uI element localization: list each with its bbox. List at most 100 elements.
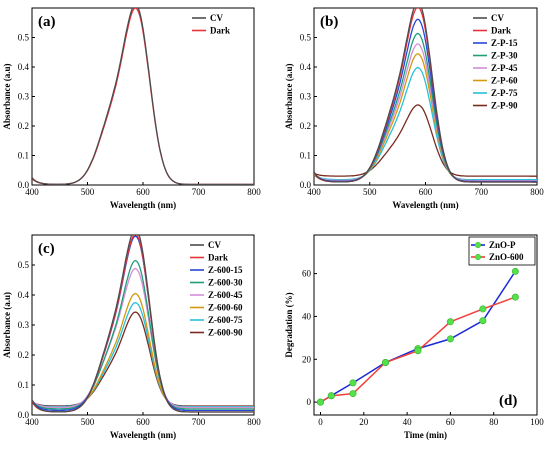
legend-label: Z-600-45 bbox=[208, 290, 243, 300]
series-line-cv bbox=[314, 8, 537, 183]
legend: CV Dark Z-600-15 Z-600-30 Z-600-45 Z-600-60 Z-… bbox=[190, 240, 243, 338]
x-tick-label: 0 bbox=[318, 417, 323, 427]
y-tick-label: 0 bbox=[307, 397, 312, 407]
data-point bbox=[414, 347, 422, 355]
series-line-z-p-90 bbox=[314, 104, 537, 177]
x-tick-label: 600 bbox=[136, 417, 150, 427]
x-tick-label: 800 bbox=[247, 417, 261, 427]
legend: ZnO-P ZnO-600 bbox=[468, 236, 536, 266]
y-tick-label: 20 bbox=[302, 354, 312, 364]
legend-label: CV bbox=[210, 13, 223, 23]
series-line-zno-600 bbox=[320, 296, 516, 403]
y-tick-label: 0.3 bbox=[18, 320, 30, 330]
series-line-z-p-45 bbox=[314, 43, 537, 182]
data-point bbox=[511, 293, 519, 301]
x-tick-label: 700 bbox=[192, 187, 206, 197]
x-axis-label: Wavelength (nm) bbox=[110, 430, 176, 440]
legend-label: Z-P-90 bbox=[491, 101, 518, 111]
legend-label: Z-P-75 bbox=[491, 88, 518, 98]
legend-label: CV bbox=[208, 240, 221, 250]
data-point bbox=[349, 390, 357, 398]
y-tick-label: 0.5 bbox=[18, 260, 30, 270]
plot-area bbox=[314, 8, 537, 183]
y-tick-label: 0.0 bbox=[18, 180, 30, 190]
y-tick-label: 0.4 bbox=[300, 62, 312, 72]
y-tick-label: 0.5 bbox=[18, 33, 30, 43]
x-tick-label: 500 bbox=[363, 187, 377, 197]
x-axis-label: Wavelength (nm) bbox=[392, 200, 458, 210]
y-axis-label: Absorbance (a.u) bbox=[284, 63, 294, 129]
panel-label: (c) bbox=[38, 241, 55, 257]
series-line-zno-p bbox=[320, 270, 516, 403]
legend-label: Z-600-15 bbox=[208, 265, 243, 275]
y-tick-label: 0.1 bbox=[18, 380, 29, 390]
legend: CV Dark bbox=[192, 13, 230, 36]
legend-label: Z-P-60 bbox=[491, 76, 518, 86]
x-tick-label: 40 bbox=[403, 417, 413, 427]
legend-box bbox=[468, 236, 536, 266]
plot-area bbox=[32, 235, 254, 413]
y-tick-label: 0.1 bbox=[300, 151, 311, 161]
x-tick-label: 700 bbox=[192, 417, 206, 427]
x-tick-label: 700 bbox=[475, 187, 489, 197]
legend-marker bbox=[474, 241, 482, 249]
series-line-cv bbox=[32, 235, 254, 413]
x-tick-label: 600 bbox=[136, 187, 150, 197]
plot-area bbox=[32, 8, 254, 185]
x-tick-label: 400 bbox=[307, 187, 321, 197]
panel-label: (b) bbox=[320, 14, 338, 30]
y-tick-label: 0.1 bbox=[18, 151, 29, 161]
series-line-z-600-90 bbox=[32, 311, 254, 407]
data-point bbox=[446, 318, 454, 326]
y-tick-label: 60 bbox=[302, 269, 312, 279]
y-tick-label: 0.3 bbox=[300, 92, 312, 102]
legend-label: Dark bbox=[208, 253, 228, 263]
legend: CV Dark Z-P-15 Z-P-30 Z-P-45 Z-P-60 Z-P-75 Z-P-… bbox=[473, 13, 518, 111]
data-point bbox=[446, 335, 454, 343]
data-point bbox=[349, 379, 357, 387]
plot-frame bbox=[313, 234, 538, 416]
series-line-z-600-45 bbox=[32, 267, 254, 409]
legend-label: Dark bbox=[210, 26, 230, 36]
x-axis-label: Wavelength (nm) bbox=[110, 200, 176, 210]
legend-label: CV bbox=[491, 13, 504, 23]
y-tick-label: 0.0 bbox=[18, 410, 30, 420]
y-axis-label: Degradation (%) bbox=[284, 292, 294, 357]
y-tick-label: 0.2 bbox=[18, 350, 29, 360]
x-tick-label: 600 bbox=[419, 187, 433, 197]
x-axis-label: Time (min) bbox=[404, 430, 447, 440]
panel-label: (d) bbox=[499, 393, 517, 409]
y-tick-label: 0.3 bbox=[18, 92, 30, 102]
x-tick-label: 100 bbox=[530, 417, 544, 427]
data-point bbox=[327, 392, 335, 400]
data-point bbox=[479, 317, 487, 325]
panel-label: (a) bbox=[38, 14, 56, 30]
data-point bbox=[381, 358, 389, 366]
data-point bbox=[316, 398, 324, 406]
data-point bbox=[479, 305, 487, 313]
y-axis-label: Absorbance (a.u) bbox=[2, 292, 12, 358]
x-tick-label: 800 bbox=[530, 187, 544, 197]
series-line-z-600-30 bbox=[32, 259, 254, 410]
y-tick-label: 0.2 bbox=[18, 121, 29, 131]
y-tick-label: 0.4 bbox=[18, 62, 30, 72]
x-tick-label: 500 bbox=[81, 187, 95, 197]
plot-area bbox=[316, 267, 519, 406]
x-tick-label: 400 bbox=[25, 417, 39, 427]
legend-label: Dark bbox=[491, 26, 511, 36]
y-tick-label: 0.2 bbox=[300, 121, 311, 131]
x-tick-label: 400 bbox=[25, 187, 39, 197]
legend-label: Z-600-60 bbox=[208, 303, 243, 313]
panel-a: 400 500 600 700 800 0.0 0.1 0.2 0.3 0.4 0.5 Wavelen… bbox=[2, 7, 261, 210]
legend-label: Z-P-45 bbox=[491, 63, 518, 73]
y-tick-label: 0.5 bbox=[300, 33, 312, 43]
x-tick-label: 80 bbox=[489, 417, 499, 427]
legend-marker bbox=[474, 253, 482, 261]
legend-label: ZnO-P bbox=[489, 240, 516, 250]
legend-label: Z-600-30 bbox=[208, 278, 243, 288]
x-tick-label: 20 bbox=[359, 417, 369, 427]
panel-c: 400 500 600 700 800 0.0 0.1 0.2 0.3 0.4 0.5 Wavelen… bbox=[2, 234, 261, 440]
y-tick-label: 0.0 bbox=[300, 180, 312, 190]
series-line-z-p-75 bbox=[314, 66, 537, 181]
